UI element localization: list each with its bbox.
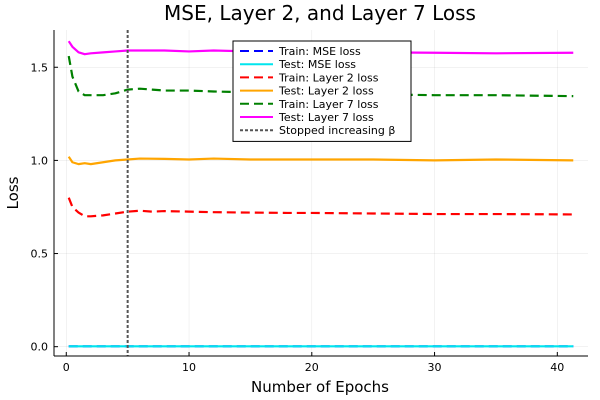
x-tick-label: 0 bbox=[63, 361, 70, 374]
series-lines bbox=[67, 30, 574, 356]
series-line bbox=[67, 156, 574, 166]
legend-label: Test: MSE loss bbox=[278, 58, 356, 71]
x-tick-label: 40 bbox=[550, 361, 564, 374]
y-tick-label: 1.0 bbox=[31, 154, 49, 167]
y-tick-label: 0.0 bbox=[31, 341, 49, 354]
chart-title: MSE, Layer 2, and Layer 7 Loss bbox=[164, 1, 476, 25]
y-tick-label: 0.5 bbox=[31, 248, 49, 261]
y-tick-label: 1.5 bbox=[31, 61, 49, 74]
x-axis-label: Number of Epochs bbox=[251, 378, 389, 396]
legend-label: Stopped increasing β bbox=[279, 124, 395, 137]
legend-label: Test: Layer 2 loss bbox=[278, 85, 374, 98]
legend-label: Test: Layer 7 loss bbox=[278, 111, 374, 124]
y-axis-label: Loss bbox=[4, 176, 22, 209]
series-line bbox=[67, 197, 574, 218]
x-tick-label: 10 bbox=[182, 361, 196, 374]
x-tick-label: 20 bbox=[305, 361, 319, 374]
legend-label: Train: Layer 7 loss bbox=[278, 98, 379, 111]
series-line bbox=[67, 55, 574, 98]
axis-ticks: 0 10 20 30 40 0.0 0.5 1.0 1.5 bbox=[31, 61, 565, 374]
plot-frame bbox=[53, 30, 588, 357]
x-tick-label: 30 bbox=[428, 361, 442, 374]
legend-label: Train: MSE loss bbox=[278, 45, 361, 58]
legend-label: Train: Layer 2 loss bbox=[278, 71, 379, 84]
